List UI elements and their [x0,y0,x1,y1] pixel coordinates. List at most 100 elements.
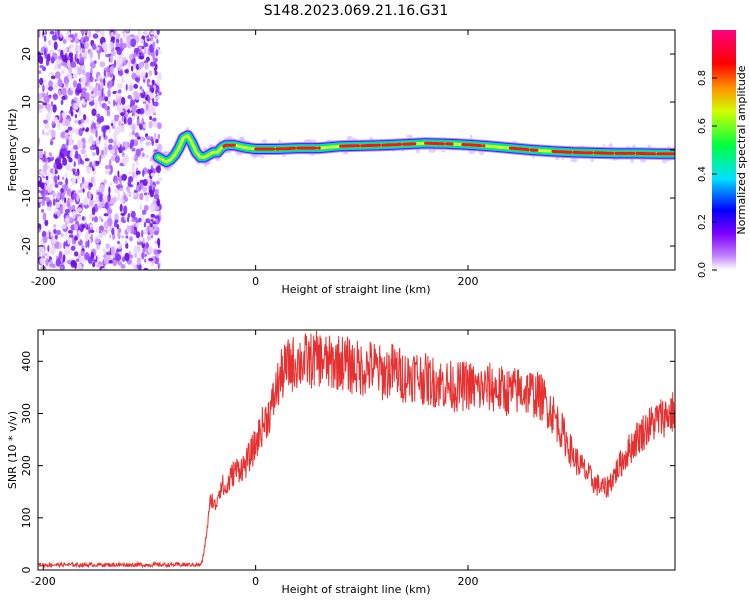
noise-speck [54,184,59,188]
noise-speck [147,231,151,235]
ridge-haze [570,158,578,163]
noise-speck [103,213,109,217]
noise-speck [134,252,138,258]
noise-speck [102,248,106,253]
noise-speck [103,220,109,230]
noise-speck [147,246,153,254]
noise-speck [143,46,147,55]
noise-speck [151,117,157,122]
noise-speck [62,147,68,157]
noise-speck [105,170,109,175]
noise-speck [74,171,79,177]
noise-speck [97,88,102,98]
noise-speck [49,248,56,255]
ridge-haze [608,143,613,148]
noise-speck [145,218,151,224]
noise-speck [96,46,100,51]
noise-speck [158,91,162,96]
noise-speck [53,228,57,235]
noise-speck [144,30,149,37]
noise-speck [129,107,132,112]
noise-speck [129,236,133,242]
noise-speck [130,106,137,114]
noise-speck [38,92,44,99]
noise-speck [50,75,56,80]
noise-speck [76,58,80,64]
noise-speck [99,154,102,163]
noise-speck [62,254,66,263]
noise-speck [154,188,160,195]
noise-speck [128,84,134,92]
noise-speck [56,210,61,217]
noise-speck [152,97,155,104]
noise-speck [126,185,131,193]
noise-speck [38,30,41,38]
colorbar-tick-label: 0.8 [697,70,708,86]
noise-speck [125,59,128,64]
noise-speck [83,114,87,121]
noise-speck [141,152,145,158]
noise-speck [61,95,66,101]
noise-speck [104,146,108,156]
spectrogram-ytick-label: -20 [20,237,33,255]
noise-speck [158,211,162,216]
noise-speck [154,70,158,76]
noise-speck [132,94,135,101]
noise-speck [43,131,50,136]
noise-speck [113,148,118,156]
noise-speck [106,109,111,117]
noise-speck [102,231,107,236]
noise-speck [46,206,52,212]
noise-speck [91,108,97,117]
noise-speck [136,136,141,140]
noise-speck [153,132,157,141]
snr-ytick-label: 100 [20,507,33,528]
noise-speck [94,30,101,33]
noise-speck [153,107,156,114]
noise-speck [43,35,47,42]
noise-speck [60,69,65,75]
noise-speck [66,30,71,36]
noise-speck [150,31,155,35]
noise-speck [71,168,77,172]
noise-speck [82,100,86,106]
noise-speck [117,170,120,178]
noise-speck [64,118,71,127]
noise-speck [90,61,96,69]
noise-speck [93,178,96,188]
noise-speck [38,177,41,181]
noise-speck [46,200,50,206]
noise-speck [70,148,75,152]
noise-speck [40,190,46,197]
noise-speck [77,157,81,166]
noise-speck [121,173,127,181]
noise-speck [136,159,139,167]
noise-speck [78,119,82,125]
ridge-haze [309,139,317,143]
noise-speck [60,233,64,237]
noise-speck [61,184,68,190]
noise-speck [96,113,101,118]
snr-frame [37,329,676,571]
noise-speck [145,90,150,95]
noise-speck [38,194,43,203]
noise-speck [115,33,121,39]
noise-speck [107,144,113,151]
noise-speck [131,130,135,136]
noise-speck [73,96,78,102]
noise-speck [120,235,125,239]
noise-speck [152,160,155,168]
noise-speck [143,221,147,228]
noise-speck [95,194,99,202]
noise-speck [138,217,142,223]
ridge-haze [260,155,265,159]
noise-speck [71,235,75,245]
spectrogram-panel: -200 0 200 20 10 0 -10 -20 Height of straight l… [6,29,676,296]
noise-speck [154,163,159,167]
noise-speck [68,110,72,114]
noise-speck [141,214,144,223]
noise-speck [109,234,112,239]
noise-speck [44,219,49,227]
noise-speck [132,164,135,174]
noise-speck [95,138,100,147]
